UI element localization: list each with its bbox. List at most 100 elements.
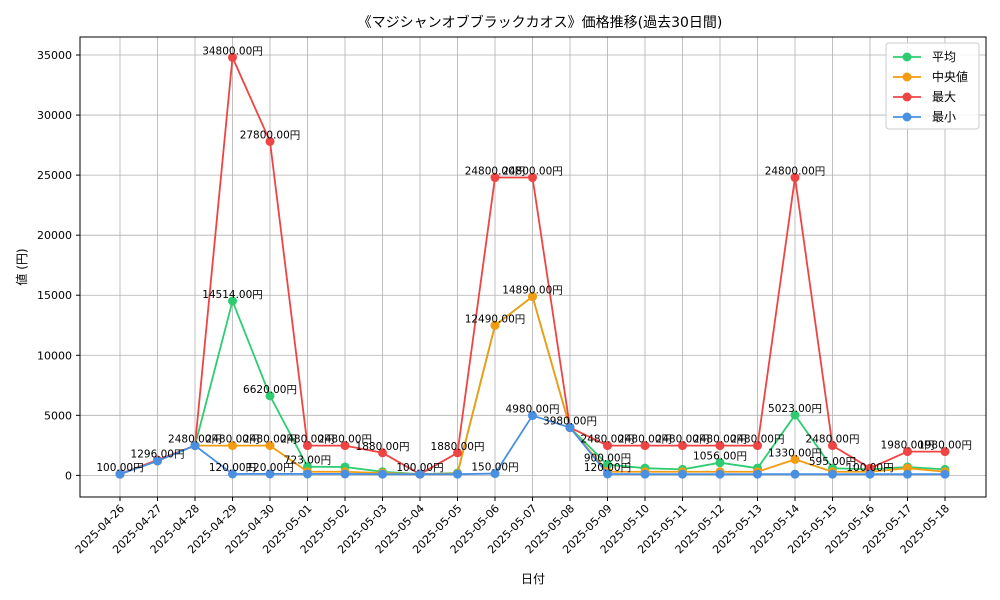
series-point-3 xyxy=(603,469,612,479)
data-label: 2480.00円 xyxy=(656,434,710,446)
data-label: 12490.00円 xyxy=(465,313,526,325)
y-tick-label: 35000 xyxy=(37,49,72,62)
series-point-1 xyxy=(528,292,537,302)
data-label: 100.00円 xyxy=(846,462,893,474)
series-point-1 xyxy=(265,441,275,451)
data-label: 2480.00円 xyxy=(806,434,860,446)
series-point-3 xyxy=(378,469,387,479)
data-label: 120.00円 xyxy=(584,462,631,474)
data-label: 1330.00円 xyxy=(768,447,822,459)
data-labels: 34800.00円 27800.00円 24800.00円 24800.00円 2480… xyxy=(96,45,972,474)
data-label: 14514.00円 xyxy=(202,289,263,301)
series-point-2 xyxy=(303,441,312,451)
series-point-0 xyxy=(790,410,800,420)
legend-swatch-marker xyxy=(902,52,912,62)
series-point-2 xyxy=(678,441,687,451)
series-point-2 xyxy=(640,441,650,451)
data-label: 1056.00円 xyxy=(693,451,747,463)
series-point-3 xyxy=(153,456,162,466)
data-label: 1980.00円 xyxy=(918,440,972,452)
y-tick-label: 20000 xyxy=(37,229,72,242)
y-axis-title: 値 (円) xyxy=(14,248,29,285)
legend-label: 平均 xyxy=(932,50,956,64)
series-point-3 xyxy=(865,469,875,479)
data-label: 6620.00円 xyxy=(243,384,297,396)
data-label: 34800.00円 xyxy=(202,45,263,57)
series-point-2 xyxy=(340,441,350,451)
data-label: 2480.00円 xyxy=(318,434,372,446)
series-point-3 xyxy=(228,469,237,479)
x-axis-title: 日付 xyxy=(521,572,545,586)
y-tick-label: 15000 xyxy=(37,289,72,302)
data-label: 120.00円 xyxy=(209,462,256,474)
y-tick-label: 5000 xyxy=(44,409,72,422)
legend-label: 最小 xyxy=(932,110,956,124)
series-point-2 xyxy=(940,447,950,457)
series-layer xyxy=(115,52,950,479)
data-label: 27800.00円 xyxy=(240,129,301,141)
series-point-0 xyxy=(265,391,275,401)
data-label: 1880.00円 xyxy=(356,441,410,453)
data-label: 24800.00円 xyxy=(465,166,526,178)
data-label: 2480.00円 xyxy=(168,434,222,446)
series-point-3 xyxy=(790,469,800,479)
series-point-3 xyxy=(340,469,350,479)
series-point-3 xyxy=(565,423,575,433)
data-label: 100.00円 xyxy=(396,462,443,474)
series-point-3 xyxy=(190,441,200,451)
data-label: 4980.00円 xyxy=(506,404,560,416)
series-point-1 xyxy=(790,454,800,464)
series-point-2 xyxy=(753,441,762,451)
series-point-1 xyxy=(490,320,500,330)
series-point-2 xyxy=(265,136,275,146)
series-point-2 xyxy=(790,173,800,183)
data-label: 1880.00円 xyxy=(431,441,485,453)
data-label: 5023.00円 xyxy=(768,403,822,415)
series-point-0 xyxy=(603,460,612,470)
legend-swatch-marker xyxy=(902,112,912,122)
legend-label: 最大 xyxy=(932,90,956,104)
series-point-2 xyxy=(603,441,612,451)
data-label: 723.00円 xyxy=(284,455,331,467)
data-label: 2480.00円 xyxy=(731,434,785,446)
series-point-1 xyxy=(228,441,237,451)
series-point-2 xyxy=(228,52,237,62)
data-label: 900.00円 xyxy=(584,453,631,465)
legend-swatch-marker xyxy=(902,92,912,102)
series-point-3 xyxy=(753,469,762,479)
series-point-3 xyxy=(715,469,725,479)
legend-swatch-marker xyxy=(902,72,912,82)
series-point-3 xyxy=(640,469,650,479)
series-point-2 xyxy=(378,448,387,458)
data-label: 24800.00円 xyxy=(765,166,826,178)
series-point-3 xyxy=(415,469,425,479)
legend-box xyxy=(885,42,980,130)
series-point-3 xyxy=(265,469,275,479)
data-label: 2480.00円 xyxy=(693,434,747,446)
series-point-3 xyxy=(828,469,837,479)
series-point-3 xyxy=(940,469,950,479)
series-point-3 xyxy=(115,469,125,479)
data-label: 120.00円 xyxy=(246,462,293,474)
data-label: 3980.00円 xyxy=(543,416,597,428)
series-point-3 xyxy=(903,469,912,479)
series-point-2 xyxy=(490,173,500,183)
series-point-3 xyxy=(490,469,500,479)
grid xyxy=(80,37,986,497)
data-label: 2480.00円 xyxy=(243,434,297,446)
legend-label: 中央値 xyxy=(932,69,968,84)
data-label: 100.00円 xyxy=(96,462,143,474)
series-point-2 xyxy=(453,448,462,458)
series-point-3 xyxy=(453,469,462,479)
data-label: 1980.00円 xyxy=(881,440,935,452)
data-label: 1296.00円 xyxy=(131,448,185,460)
series-point-0 xyxy=(228,296,237,306)
data-label: 2480.00円 xyxy=(618,434,672,446)
series-point-0 xyxy=(715,458,725,468)
chart-title: 《マジシャンオブブラックカオス》価格推移(過去30日間) xyxy=(358,14,723,31)
data-label: 595.00円 xyxy=(809,456,856,468)
data-label: 150.00円 xyxy=(471,462,518,474)
